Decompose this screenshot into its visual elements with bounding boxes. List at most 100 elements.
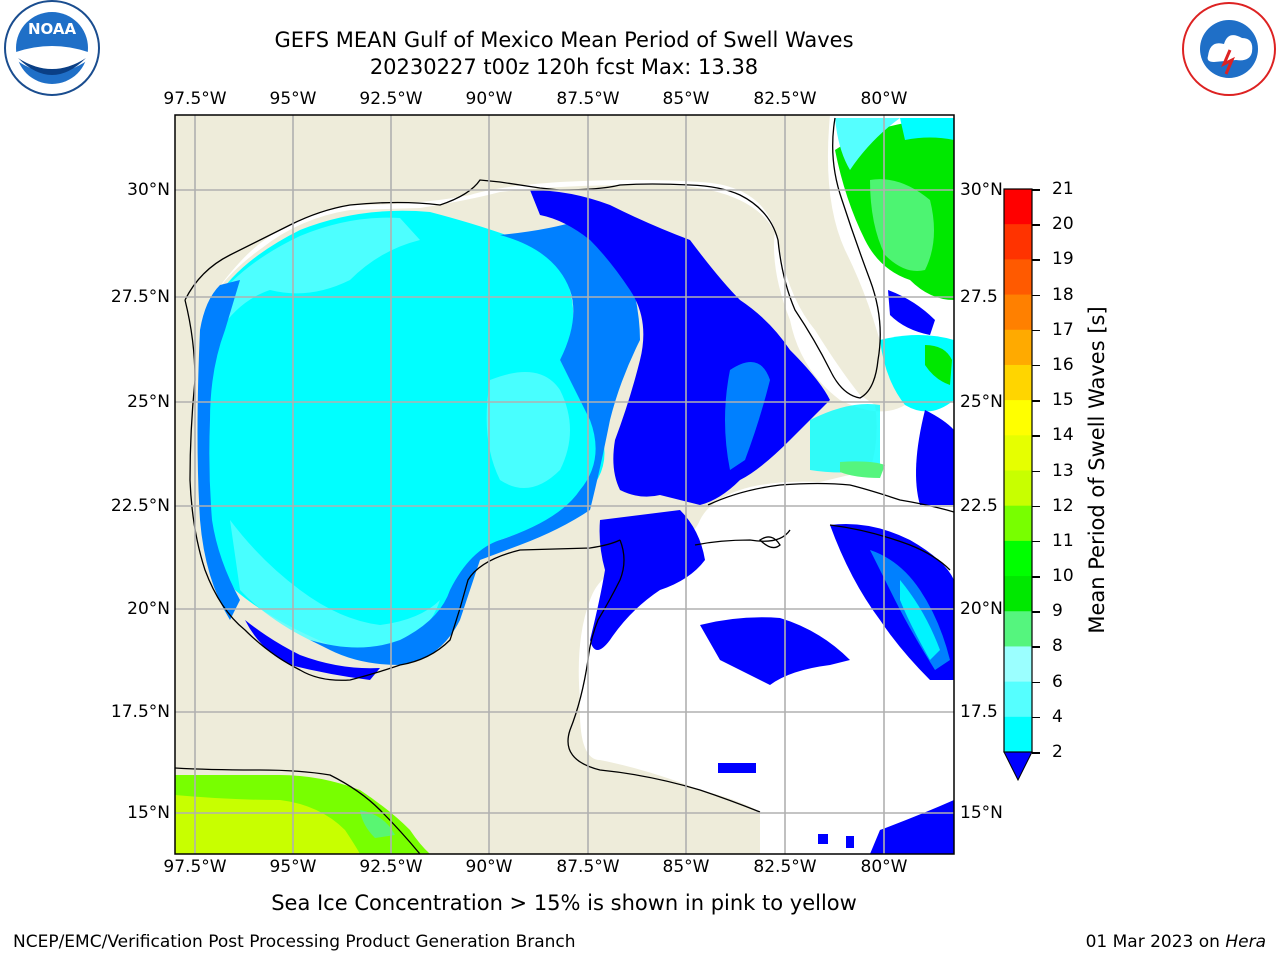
lon-tick-top: 80°W (860, 89, 908, 109)
lon-tick-bottom: 82.5°W (753, 857, 817, 877)
footer-date-text: 01 Mar 2023 on (1085, 932, 1226, 952)
coastline (175, 117, 954, 854)
lat-tick-left: 22.5°N (110, 496, 170, 516)
lat-tick-left: 20°N (127, 599, 170, 619)
swell-region-lightcyan (215, 217, 420, 330)
colorbar-label: Mean Period of Swell Waves [s] (1085, 306, 1109, 634)
colorbar-tick-label: 6 (1052, 671, 1063, 692)
colorbar-tick-mark (1032, 752, 1040, 754)
colorbar-swatch (1004, 364, 1032, 401)
chart-subtitle: 20230227 t00z 120h fcst Max: 13.38 (369, 55, 759, 79)
lat-tick-right: 20°N (960, 599, 1003, 619)
colorbar-tick-mark (1032, 435, 1040, 437)
colorbar-tick-mark (1032, 505, 1040, 508)
lon-tick-top: 87.5°W (556, 89, 620, 109)
nws-logo (1180, 0, 1278, 98)
colorbar-swatch (1004, 576, 1032, 612)
lon-tick-top: 97.5°W (163, 89, 227, 109)
colorbar-swatch (1004, 716, 1032, 753)
colorbar-frame (1003, 188, 1033, 753)
colorbar-swatch (1004, 681, 1032, 718)
footer-date: 01 Mar 2023 on Hera (1086, 932, 1266, 952)
colorbar-swatch (1004, 224, 1032, 260)
lat-tick-left: 25°N (127, 392, 170, 412)
colorbar-tick-mark (1032, 400, 1040, 402)
swell-region-midblue (310, 220, 640, 665)
lon-tick-bottom: 92.5°W (359, 857, 423, 877)
swell-region-cyan (199, 210, 605, 657)
lat-tick-right: 17.5 (960, 702, 998, 722)
lon-tick-bottom: 95°W (269, 857, 317, 877)
colorbar-tick-mark (1032, 294, 1040, 297)
colorbar-tick-label: 12 (1052, 495, 1074, 516)
colorbar-tick-label: 8 (1052, 636, 1063, 657)
lat-tick-left: 15°N (127, 803, 170, 823)
swell-region-atlantic (835, 118, 954, 300)
colorbar-swatch (1004, 435, 1032, 471)
colorbar-tick-label: 10 (1052, 566, 1074, 587)
lat-tick-left: 17.5°N (110, 702, 170, 722)
colorbar-tick-label: 21 (1052, 179, 1074, 199)
chart-title: GEFS MEAN Gulf of Mexico Mean Period of … (274, 28, 854, 52)
colorbar-swatch (1004, 646, 1032, 683)
map-grid (175, 115, 954, 854)
colorbar-tick-mark (1032, 470, 1040, 472)
svg-text:NOAA: NOAA (28, 20, 77, 38)
noaa-logo: NOAA (2, 0, 102, 100)
lon-tick-bottom: 80°W (860, 857, 908, 877)
colorbar-swatch (1004, 540, 1032, 577)
lat-tick-right: 27.5 (960, 287, 998, 307)
colorbar-tick-mark (1032, 681, 1040, 684)
colorbar (1003, 188, 1033, 782)
colorbar-swatch (1004, 400, 1032, 436)
colorbar-swatch (1004, 611, 1032, 647)
colorbar-tick-label: 16 (1052, 354, 1074, 375)
map-frame (174, 114, 955, 855)
colorbar-tick-label: 11 (1052, 530, 1074, 551)
lat-tick-right: 30°N (960, 180, 1003, 200)
colorbar-tick-label: 20 (1052, 214, 1074, 235)
lon-tick-bottom: 87.5°W (556, 857, 620, 877)
colorbar-tick-label: 2 (1052, 742, 1063, 762)
colorbar-tick-mark (1032, 540, 1040, 543)
colorbar-tick-label: 9 (1052, 601, 1063, 622)
colorbar-tick-label: 19 (1052, 249, 1074, 270)
lon-tick-top: 82.5°W (753, 89, 817, 109)
colorbar-swatch (1004, 329, 1032, 366)
colorbar-swatch (1004, 189, 1032, 225)
colorbar-swatch (1004, 294, 1032, 331)
gulf-water (198, 115, 954, 854)
colorbar-tick-mark (1032, 611, 1040, 613)
lat-tick-right: 25°N (960, 392, 1003, 412)
lat-tick-right: 15°N (960, 803, 1003, 823)
lon-tick-top: 95°W (269, 89, 317, 109)
lat-tick-left: 30°N (127, 180, 170, 200)
colorbar-tick-mark (1032, 646, 1040, 648)
colorbar-tick-mark (1032, 189, 1040, 191)
colorbar-extension (1003, 751, 1033, 782)
colorbar-tick-mark (1032, 329, 1040, 332)
land-area (175, 115, 954, 854)
colorbar-tick-mark (1032, 576, 1040, 578)
lon-tick-bottom: 90°W (465, 857, 513, 877)
colorbar-tick-mark (1032, 364, 1040, 367)
lon-tick-bottom: 85°W (662, 857, 710, 877)
lon-tick-top: 92.5°W (359, 89, 423, 109)
swell-region-blue (530, 190, 830, 505)
colorbar-tick-label: 4 (1052, 706, 1063, 727)
colorbar-tick-label: 13 (1052, 460, 1074, 481)
colorbar-tick-label: 14 (1052, 425, 1074, 446)
colorbar-tick-mark (1032, 224, 1040, 226)
swell-region-pacific (175, 775, 430, 854)
sea-ice-note: Sea Ice Concentration > 15% is shown in … (271, 891, 857, 915)
colorbar-tick-mark (1032, 716, 1040, 719)
lon-tick-bottom: 97.5°W (163, 857, 227, 877)
lon-tick-top: 90°W (465, 89, 513, 109)
colorbar-tick-label: 18 (1052, 284, 1074, 305)
footer-machine: Hera (1225, 932, 1266, 952)
lat-tick-right: 22.5 (960, 496, 998, 516)
colorbar-tick-mark (1032, 259, 1040, 261)
footer-credit: NCEP/EMC/Verification Post Processing Pr… (13, 932, 576, 952)
colorbar-swatch (1004, 470, 1032, 507)
colorbar-swatch (1004, 259, 1032, 296)
